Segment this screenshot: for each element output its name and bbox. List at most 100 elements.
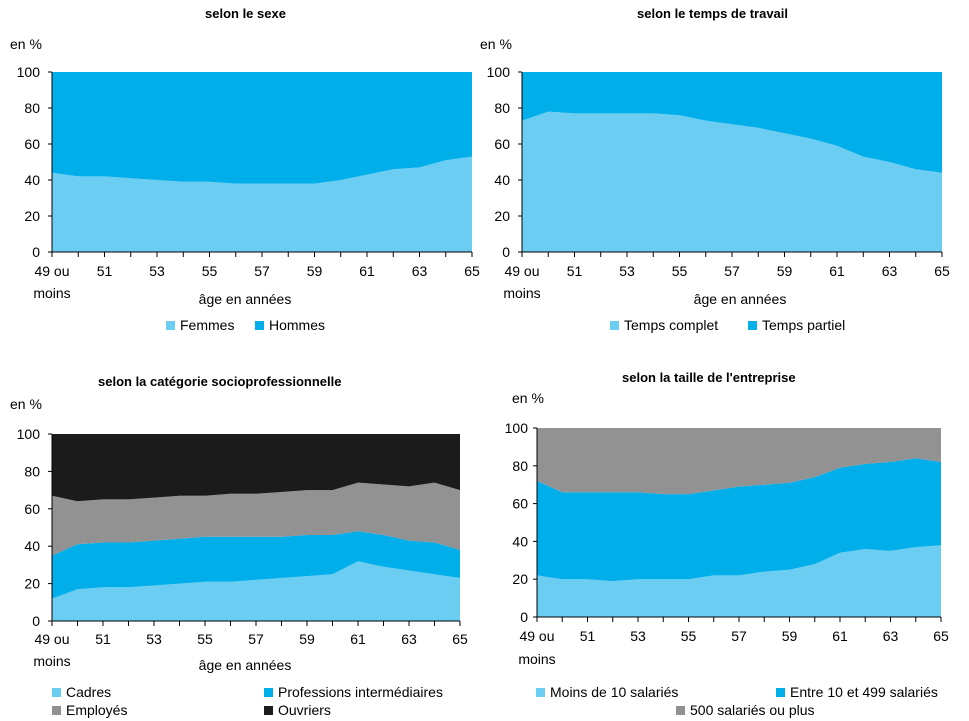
legend-item-cadres: Cadres — [52, 684, 111, 700]
legend-swatch — [536, 687, 545, 697]
x-tick-label: 53 — [149, 263, 165, 279]
x-tick-label: 63 — [412, 263, 428, 279]
y-tick-label: 20 — [494, 208, 510, 224]
x-tick-label: 51 — [97, 263, 113, 279]
x-tick-label: 49 ou — [519, 628, 554, 644]
area-series-1 — [52, 72, 472, 184]
area-series-2 — [537, 428, 941, 495]
y-tick-label: 80 — [512, 458, 528, 474]
x-tick-sublabel: moins — [518, 651, 555, 667]
area-series-1 — [537, 458, 941, 582]
y-tick-label: 40 — [512, 533, 528, 549]
x-tick-label: 63 — [401, 631, 417, 647]
legend-label: Moins de 10 salariés — [550, 684, 679, 700]
legend-swatch — [264, 687, 273, 697]
chart-panel-sexe: selon le sexe en % 0 20 40 60 80 100 49 ou 51 53… — [0, 0, 480, 345]
y-tick-label: 20 — [24, 208, 40, 224]
legend-item-professions-intermediaires: Professions intermédiaires — [264, 684, 443, 700]
area-chart-taille-entreprise: 0 20 40 60 80 100 49 ou 51 53 55 57 59 61 63 65 moins — [505, 420, 949, 667]
legend-item-moins-10: Moins de 10 salariés — [536, 684, 678, 700]
legend-item-temps-complet: Temps complet — [610, 317, 718, 333]
x-axis-label: âge en années — [199, 657, 292, 673]
chart-panel-csp: selon la catégorie socioprofessionnelle … — [0, 360, 480, 721]
legend-label: Ouvriers — [278, 702, 331, 718]
legend-item-temps-partiel: Temps partiel — [748, 317, 845, 333]
x-tick-label: 65 — [464, 263, 480, 279]
x-tick-label: 63 — [882, 263, 898, 279]
y-axis-unit: en % — [10, 396, 42, 412]
legend-swatch — [52, 687, 61, 697]
y-tick-label: 20 — [24, 576, 40, 592]
y-tick-label: 80 — [494, 100, 510, 116]
legend-label: Hommes — [269, 317, 326, 333]
legend-swatch — [255, 320, 264, 330]
x-tick-label: 57 — [724, 263, 740, 279]
x-tick-label: 51 — [567, 263, 583, 279]
y-tick-label: 0 — [520, 609, 528, 625]
x-tick-label: 63 — [883, 628, 899, 644]
legend-label: Entre 10 et 499 salariés — [790, 684, 938, 700]
x-tick-label: 55 — [197, 631, 213, 647]
x-tick-label: 57 — [731, 628, 747, 644]
x-tick-label: 59 — [782, 628, 798, 644]
legend-swatch — [166, 320, 175, 330]
legend-swatch — [676, 705, 685, 715]
legend-swatch — [52, 705, 61, 715]
y-tick-label: 100 — [505, 420, 529, 436]
legend-label: Temps partiel — [762, 317, 846, 333]
x-tick-label: 55 — [672, 263, 688, 279]
area-series-0 — [52, 561, 460, 621]
legend-swatch — [610, 320, 619, 330]
y-tick-label: 60 — [494, 136, 510, 152]
y-tick-label: 0 — [32, 613, 40, 629]
chart-title: selon le sexe — [205, 6, 286, 21]
y-tick-label: 40 — [24, 172, 40, 188]
area-series-0 — [522, 111, 942, 252]
x-tick-label: 59 — [299, 631, 315, 647]
y-tick-label: 60 — [512, 496, 528, 512]
y-tick-label: 100 — [487, 64, 511, 80]
area-series-0 — [537, 545, 941, 617]
x-tick-label: 53 — [619, 263, 635, 279]
legend-item-ouvriers: Ouvriers — [264, 702, 331, 718]
legend-item-hommes: Hommes — [255, 317, 325, 333]
x-tick-sublabel: moins — [33, 285, 70, 301]
area-series-1 — [522, 72, 942, 173]
area-series-0 — [52, 156, 472, 252]
y-tick-label: 40 — [24, 538, 40, 554]
y-tick-label: 40 — [494, 172, 510, 188]
x-tick-label: 65 — [934, 263, 950, 279]
chart-title: selon le temps de travail — [637, 6, 789, 21]
chart-title: selon la taille de l'entreprise — [622, 370, 796, 385]
x-tick-label: 51 — [95, 631, 111, 647]
legend-item-500-plus: 500 salariés ou plus — [676, 702, 815, 718]
x-axis-label: âge en années — [694, 291, 787, 307]
y-tick-label: 0 — [32, 244, 40, 260]
area-chart-sexe: 0 20 40 60 80 100 49 ou 51 53 55 57 59 61 63 65 moins âg… — [17, 64, 480, 307]
x-tick-label: 61 — [350, 631, 366, 647]
x-tick-label: 65 — [452, 631, 468, 647]
x-axis-label: âge en années — [199, 291, 292, 307]
x-tick-label: 59 — [307, 263, 323, 279]
legend-item-employes: Employés — [52, 702, 127, 718]
y-tick-label: 80 — [24, 100, 40, 116]
legend-item-10-499: Entre 10 et 499 salariés — [776, 684, 938, 700]
x-tick-label: 57 — [254, 263, 270, 279]
x-tick-sublabel: moins — [33, 653, 70, 669]
x-tick-label: 53 — [146, 631, 162, 647]
y-tick-label: 60 — [24, 136, 40, 152]
legend-swatch — [748, 320, 757, 330]
legend-label: 500 salariés ou plus — [690, 702, 815, 718]
area-chart-temps-travail: 0 20 40 60 80 100 49 ou 51 53 55 57 59 61 63 65 moins âg… — [487, 64, 950, 307]
legend-label: Temps complet — [624, 317, 719, 333]
x-tick-label: 55 — [681, 628, 697, 644]
y-tick-label: 80 — [24, 463, 40, 479]
y-axis-unit: en % — [480, 36, 512, 52]
y-tick-label: 0 — [502, 244, 510, 260]
legend-swatch — [264, 705, 273, 715]
legend-label: Cadres — [66, 684, 112, 700]
legend-item-femmes: Femmes — [166, 317, 234, 333]
x-tick-label: 57 — [248, 631, 264, 647]
x-tick-label: 61 — [832, 628, 848, 644]
x-tick-label: 49 ou — [504, 263, 539, 279]
